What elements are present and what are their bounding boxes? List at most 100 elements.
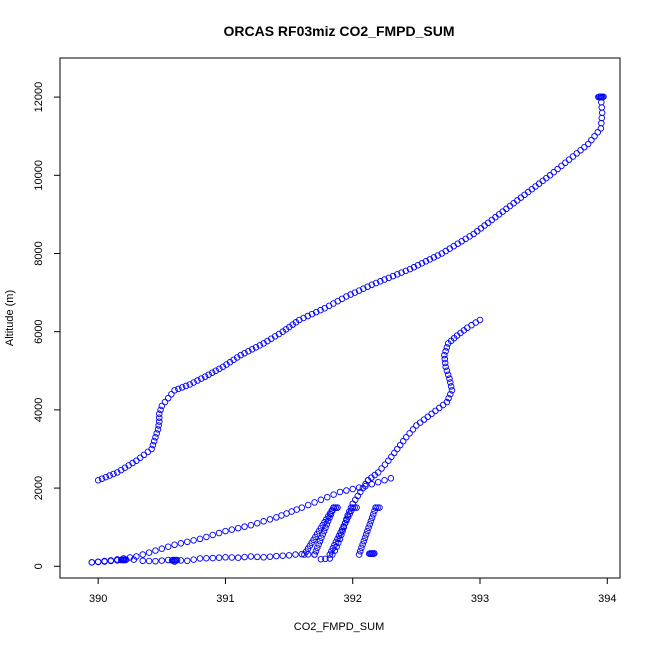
scatter-point [140,451,148,459]
scatter-point [161,398,169,406]
scatter-point [441,359,449,367]
scatter-point [343,487,350,494]
scatter-point [175,385,182,393]
scatter-point [106,472,113,479]
scatter-point [371,550,378,557]
scatter-point [260,518,267,525]
scatter-point [219,363,227,371]
scatter-point [171,541,178,549]
scatter-point [365,524,372,531]
scatter-point [389,272,397,280]
scatter-point [374,504,381,511]
x-tick-label: 394 [598,593,616,605]
scatter-point [254,553,261,561]
scatter-point [600,93,607,100]
scatter-point [448,387,456,394]
scatter-point [378,465,385,472]
scatter-point [332,504,339,511]
scatter-point [355,484,363,491]
scatter-point [539,177,546,185]
scatter-point [413,422,420,429]
scatter-point [535,180,543,187]
scatter-point [317,306,324,314]
scatter-point [322,524,329,531]
plot-frame [59,57,621,579]
scatter-point [488,216,496,224]
scatter-point [499,208,506,215]
scatter-point [577,147,584,154]
scatter-point [190,537,197,544]
scatter-point [256,342,264,349]
scatter-point [367,517,375,525]
y-axis: 0 2000 4000 6000 8000 10000 12000 [33,82,60,569]
scatter-point [285,552,293,559]
scatter-point [139,557,146,565]
y-tick-label: 12000 [33,82,45,113]
scatter-point [212,367,220,375]
scatter-point [241,553,248,561]
y-axis-label: Altitude (m) [4,290,16,346]
scatter-point [432,407,439,415]
scatter-point [396,441,404,449]
scatter-point [334,504,341,511]
scatter-point [361,534,369,542]
scatter-point [581,143,588,151]
scatter-point [321,304,328,312]
scatter-point [524,188,532,196]
scatter-point [510,199,517,207]
scatter-point [495,211,503,218]
x-tick-label: 393 [471,593,489,605]
scatter-point [194,377,201,384]
scatter-point [334,535,341,543]
scatter-point [439,401,447,409]
scatter-point [349,500,356,507]
scatter-point [391,449,398,457]
scatter-point [156,410,163,418]
scatter-point [387,475,395,482]
scatter-point [358,544,365,552]
scatter-point [139,551,146,558]
scatter-point [329,507,336,515]
scatter-point [126,554,134,561]
scatter-point [338,526,346,533]
scatter-point [422,258,430,265]
scatter-point [351,504,358,511]
scatter-point [201,373,209,380]
scatter-point [336,488,344,496]
scatter-point [394,271,401,278]
scatter-point [157,406,164,414]
y-tick-label: 6000 [33,319,45,343]
scatter-point [447,390,454,398]
scatter-point [318,534,325,542]
scatter-point [152,557,159,565]
scatter-point [484,219,492,227]
scatter-point [327,511,335,518]
scatter-point [330,491,337,498]
scatter-point [144,448,152,456]
scatter-point [266,553,274,560]
scatter-point [324,493,331,501]
scatter-point [94,558,102,566]
scatter-point [443,344,451,351]
scatter-point [158,545,166,552]
scatter-point [346,510,353,518]
scatter-point [357,547,364,555]
scatter-point [110,470,117,478]
scatter-point [215,529,223,537]
scatter-point [399,437,407,445]
x-tick-label: 390 [89,593,107,605]
scatter-point [506,202,514,210]
scatter-point [376,504,383,511]
scatter-point [247,553,255,560]
scatter-point [186,381,194,388]
scatter-point [442,347,449,355]
scatter-point [145,557,153,565]
scatter-point [168,390,175,398]
scatter-point [477,225,485,232]
scatter-point [177,540,185,547]
scatter-point [208,369,216,376]
scatter-point [184,538,191,546]
scatter-point [598,104,606,111]
scatter-point [328,548,335,555]
